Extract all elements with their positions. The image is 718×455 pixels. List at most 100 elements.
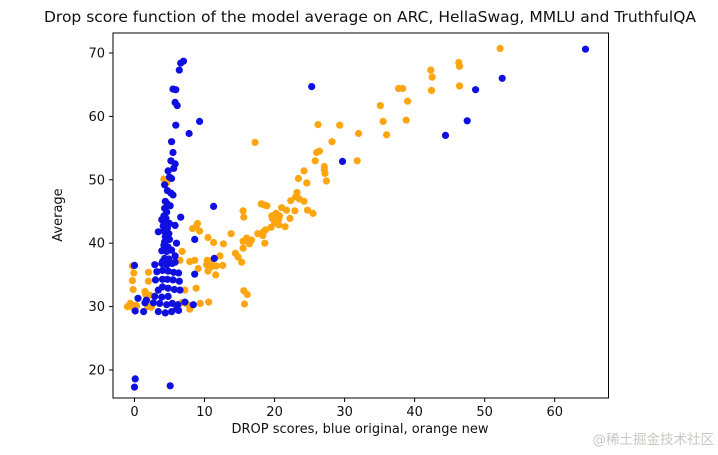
scatter-point (311, 157, 319, 165)
y-tick-label: 50 (88, 173, 105, 188)
scatter-point (205, 298, 213, 306)
scatter-point (259, 232, 267, 240)
scatter-point (239, 237, 247, 245)
scatter-point (294, 174, 302, 183)
scatter-point (179, 57, 188, 65)
scatter-point (353, 157, 361, 165)
scatter-point (428, 73, 436, 81)
scatter-point (263, 202, 271, 210)
scatter-point (238, 258, 246, 266)
plot-area: 0 10 20 30 40 50 60 20 30 40 50 60 70 (88, 32, 609, 420)
scatter-point (212, 262, 220, 270)
scatter-point (399, 84, 407, 93)
x-tick-label: 50 (476, 405, 493, 420)
scatter-point (300, 197, 308, 205)
scatter-point (427, 86, 436, 94)
scatter-point (191, 235, 199, 243)
scatter-point (172, 86, 180, 94)
scatter-point (154, 228, 162, 236)
scatter-point (172, 239, 181, 247)
y-axis-label: Average (51, 188, 66, 241)
scatter-point (158, 293, 166, 301)
scatter-point (172, 305, 181, 313)
scatter-point (338, 157, 347, 165)
scatter-point (427, 66, 435, 74)
x-tick-label: 10 (196, 405, 213, 420)
scatter-point (336, 121, 344, 129)
scatter-point (219, 261, 227, 269)
scatter-point (173, 102, 181, 110)
scatter-point (210, 238, 218, 247)
scatter-point (287, 197, 295, 205)
scatter-point (234, 253, 242, 261)
scatter-point (441, 131, 450, 139)
scatter-point (219, 240, 227, 248)
scatter-point (168, 299, 176, 307)
scatter-point (239, 244, 247, 252)
scatter-point (134, 294, 142, 302)
scatter-point (168, 246, 176, 254)
scatter-point (161, 181, 169, 189)
scatter-point (210, 202, 218, 210)
scatter-point (281, 223, 289, 231)
scatter-point (196, 117, 204, 125)
x-tick-label: 20 (266, 405, 283, 420)
scatter-point (321, 169, 329, 177)
scatter-point (204, 233, 212, 242)
watermark: @稀土掘金技术社区 (593, 432, 715, 448)
scatter-point (169, 276, 177, 284)
scatter-point (151, 276, 160, 284)
scatter-point (151, 261, 159, 269)
scatter-point (168, 259, 176, 268)
y-tick-label: 60 (88, 110, 105, 125)
x-tick-label: 40 (406, 405, 423, 420)
y-tick-label: 30 (88, 300, 105, 315)
scatter-point (308, 83, 316, 91)
scatter-point (303, 206, 312, 214)
scatter-point (130, 269, 138, 277)
y-tick-label: 20 (88, 363, 105, 378)
scatter-point (194, 264, 202, 273)
scatter-point (286, 214, 294, 222)
scatter-point (498, 74, 506, 82)
scatter-point (204, 267, 212, 275)
scatter-point (383, 131, 391, 139)
scatter-point (163, 275, 171, 283)
scatter-point (240, 213, 248, 221)
scatter-point (140, 308, 148, 316)
scatter-point (328, 138, 336, 146)
plot-frame (112, 32, 609, 399)
x-tick-label: 0 (130, 405, 138, 420)
scatter-point (154, 308, 162, 316)
scatter-point (189, 301, 197, 309)
scatter-point (261, 226, 270, 234)
scatter-point (163, 301, 171, 309)
scatter-point (158, 283, 167, 291)
scatter-point (130, 261, 139, 269)
scatter-point (123, 303, 132, 311)
scatter-point (156, 299, 164, 307)
scatter-point (158, 266, 167, 274)
scatter-point (151, 292, 159, 300)
scatter-point (170, 285, 178, 294)
scatter-point (251, 138, 259, 146)
scatter-point (275, 221, 283, 229)
scatter-point (379, 117, 387, 125)
scatter-point (129, 285, 137, 294)
scatter-point (309, 209, 317, 217)
scatter-point (314, 121, 322, 129)
scatter-point (144, 277, 153, 285)
scatter-point (355, 129, 363, 138)
scatter-point (176, 286, 184, 294)
scatter-point (463, 117, 471, 125)
scatter-point (169, 191, 177, 199)
scatter-point (303, 179, 311, 187)
scatter-point (581, 45, 590, 53)
scatter-point (404, 97, 412, 105)
y-tick-label: 70 (88, 46, 105, 61)
scatter-point (300, 167, 308, 175)
scatter-point (239, 207, 247, 215)
chart-title: Drop score function of the model average… (44, 8, 696, 26)
scatter-point (193, 219, 202, 228)
